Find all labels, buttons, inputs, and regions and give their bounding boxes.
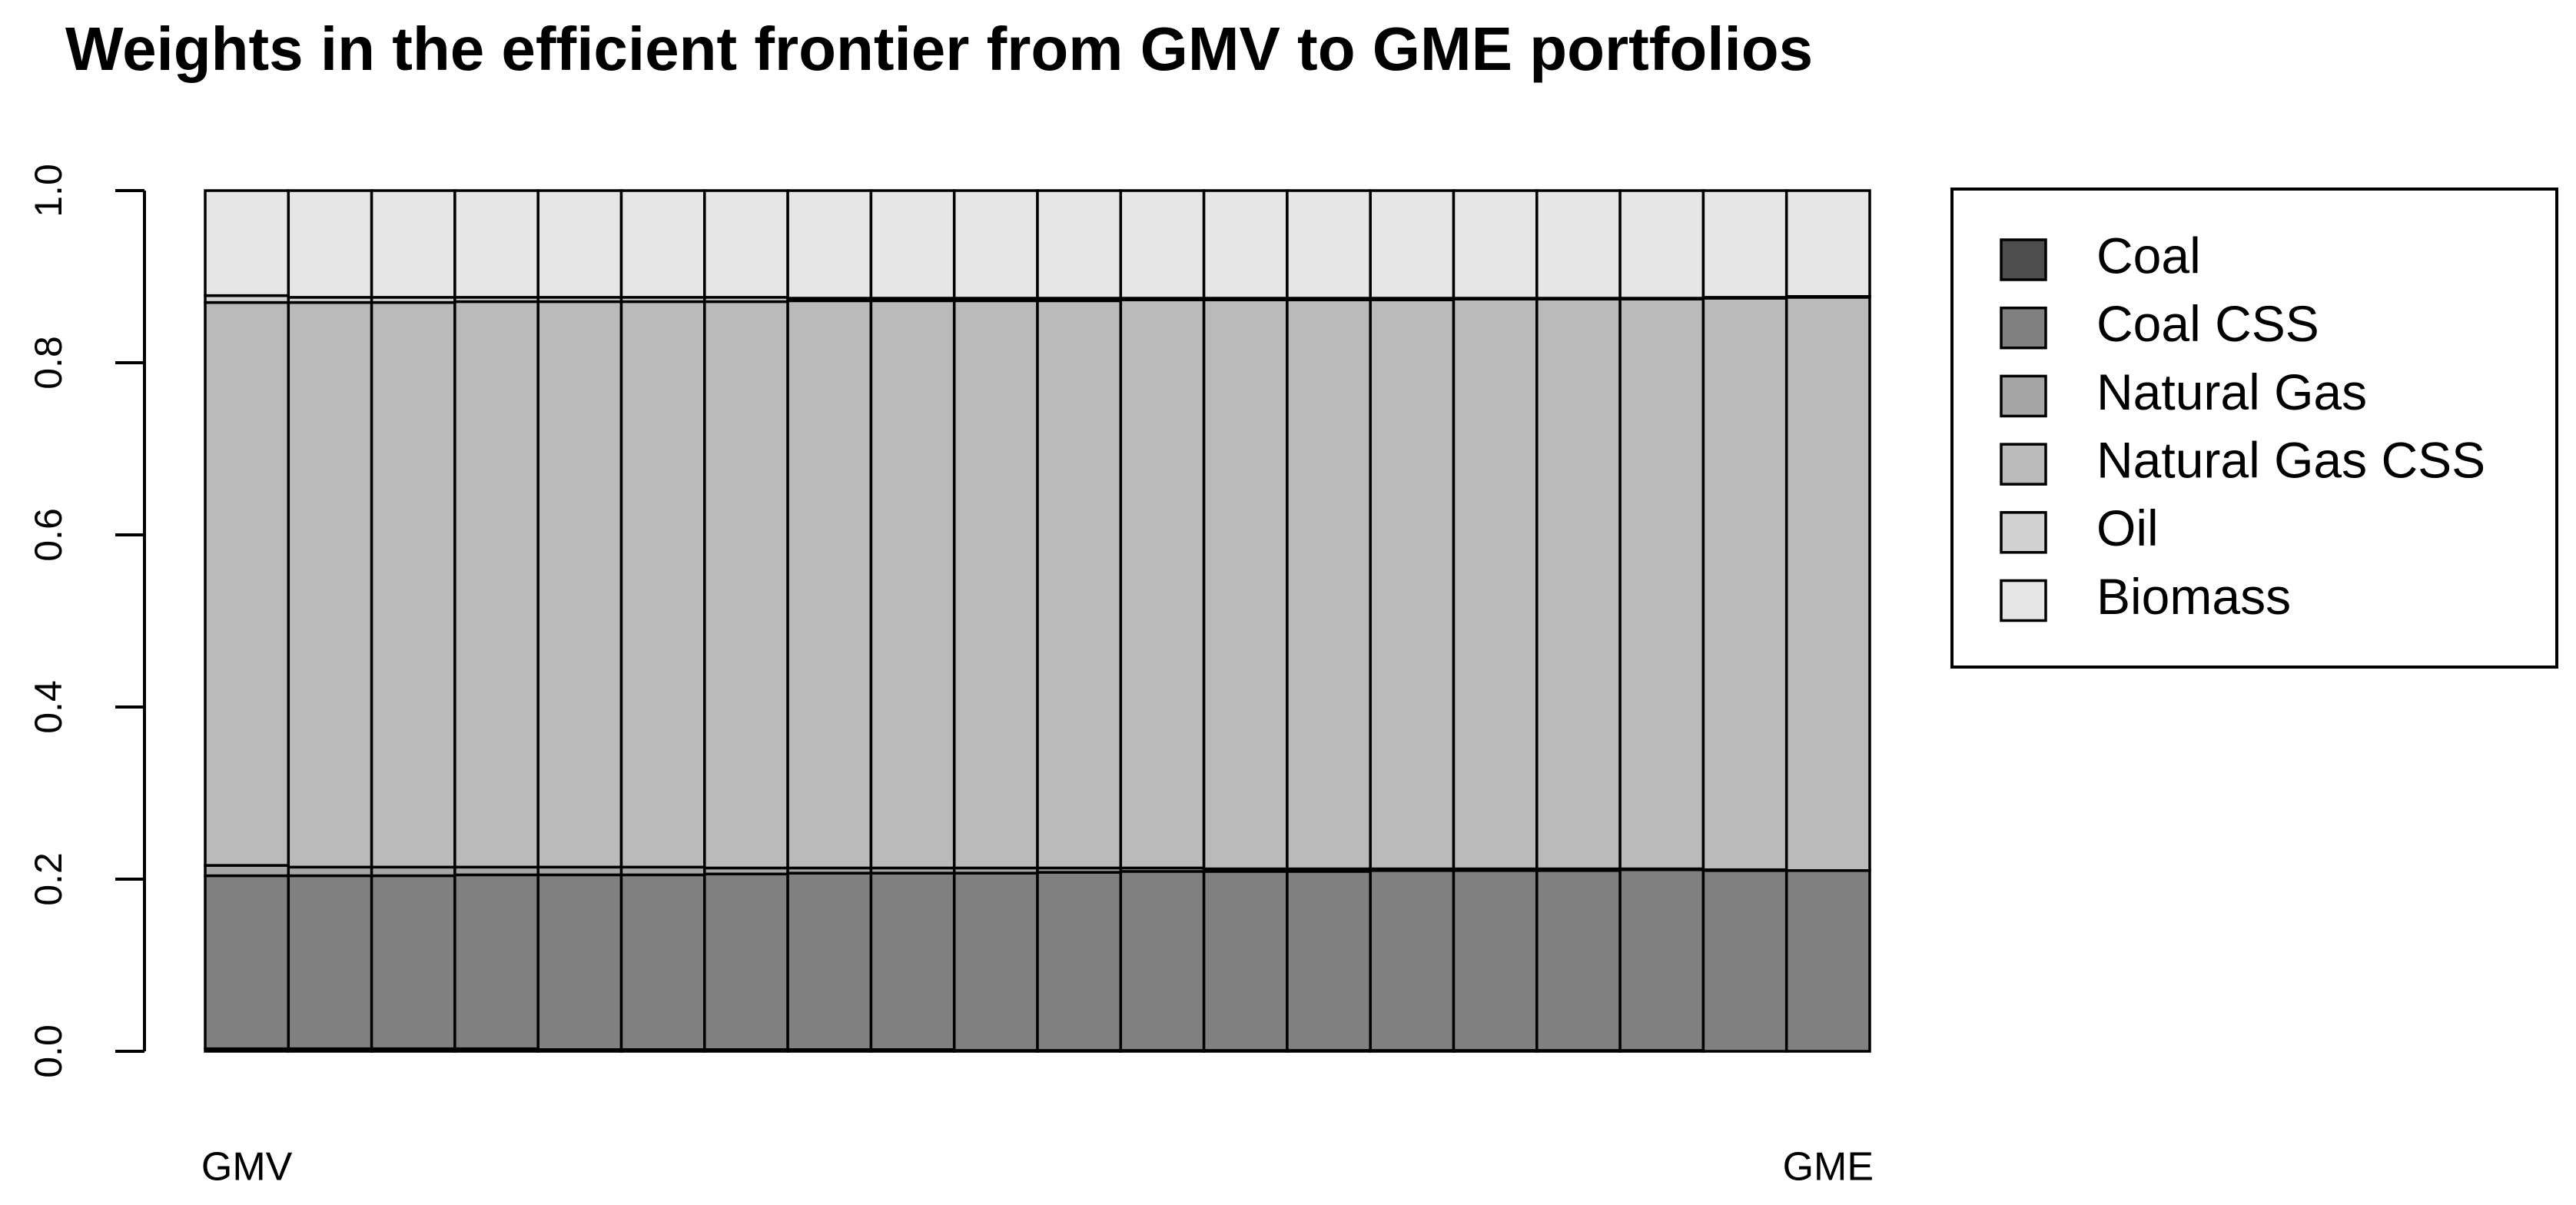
- bar-segment: [1119, 298, 1206, 870]
- bar-segment: [204, 864, 290, 878]
- bar-segment: [786, 189, 873, 300]
- bar-segment: [869, 871, 956, 1051]
- bar-segment: [952, 299, 1039, 870]
- x-tick-label: GME: [1783, 1145, 1874, 1190]
- bar-segment: [1784, 869, 1871, 1053]
- bar-segment: [703, 300, 789, 870]
- legend-swatch: [2000, 238, 2047, 281]
- y-tick-label: 0.0: [27, 1024, 70, 1078]
- legend-label: Natural Gas CSS: [2096, 432, 2485, 489]
- bar-segment: [536, 300, 623, 869]
- bar-segment: [1036, 871, 1123, 1052]
- bar-segment: [1202, 870, 1289, 1052]
- bar-segment: [536, 873, 623, 1051]
- legend-swatch: [2000, 306, 2047, 350]
- y-tick-label: 0.8: [27, 336, 70, 390]
- bar-segment: [287, 300, 373, 869]
- legend-swatch: [2000, 511, 2047, 554]
- legend-box: [1950, 188, 2558, 669]
- bar-segment: [1452, 297, 1539, 871]
- bar-segment: [952, 871, 1039, 1052]
- bar-segment: [287, 874, 373, 1051]
- legend-swatch: [2000, 374, 2047, 418]
- bar-segment: [1535, 189, 1622, 300]
- y-tick-label: 0.4: [27, 680, 70, 734]
- y-tick-label: 0.2: [27, 852, 70, 906]
- bar-segment: [1286, 870, 1372, 1052]
- legend-swatch: [2000, 443, 2047, 486]
- bar-segment: [1618, 189, 1705, 300]
- legend-label: Coal CSS: [2096, 295, 2319, 352]
- bar-segment: [869, 299, 956, 870]
- bar-segment: [1036, 299, 1123, 870]
- legend-label: Biomass: [2096, 568, 2291, 625]
- bar-segment: [1784, 189, 1871, 298]
- bar-segment: [1119, 870, 1206, 1052]
- bar-segment: [370, 874, 456, 1051]
- bar-segment: [453, 189, 539, 299]
- bar-segment: [619, 189, 706, 299]
- y-tick-label: 1.0: [27, 164, 70, 217]
- bar-segment: [204, 874, 290, 1051]
- chart-title: Weights in the efficient frontier from G…: [65, 15, 1813, 83]
- bar-segment: [453, 873, 539, 1051]
- bar-segment: [536, 189, 623, 299]
- bar-segment: [869, 189, 956, 300]
- bar-segment: [703, 872, 789, 1051]
- bar-segment: [1701, 869, 1788, 1053]
- bar-segment: [1535, 869, 1622, 1052]
- bar-segment: [1286, 298, 1372, 871]
- legend-label: Natural Gas: [2096, 363, 2367, 420]
- bar-segment: [1119, 189, 1206, 300]
- bar-segment: [1286, 189, 1372, 300]
- bar-segment: [1369, 298, 1456, 871]
- legend-label: Oil: [2096, 500, 2159, 556]
- bar-segment: [370, 189, 456, 299]
- bar-segment: [1618, 297, 1705, 871]
- bar-segment: [1784, 296, 1871, 872]
- legend-swatch: [2000, 579, 2047, 622]
- y-tick-label: 0.6: [27, 508, 70, 562]
- bar-segment: [1202, 189, 1289, 300]
- bar-segment: [287, 189, 373, 299]
- bar-segment: [1452, 869, 1539, 1052]
- bar-segment: [453, 300, 539, 869]
- bar-segment: [1618, 868, 1705, 1052]
- bar-segment: [1369, 869, 1456, 1052]
- bar-segment: [619, 300, 706, 869]
- bar-segment: [703, 189, 789, 299]
- bar-segment: [1036, 189, 1123, 300]
- bar-segment: [786, 871, 873, 1051]
- bar-segment: [786, 299, 873, 870]
- bar-segment: [619, 873, 706, 1051]
- bar-segment: [1535, 297, 1622, 871]
- bar-segment: [1369, 189, 1456, 300]
- bar-segment: [1452, 189, 1539, 300]
- x-tick-label: GMV: [201, 1145, 293, 1190]
- bar-segment: [370, 300, 456, 869]
- bar-segment: [204, 300, 290, 867]
- bar-segment: [1701, 189, 1788, 299]
- bar-segment: [1202, 298, 1289, 871]
- legend-label: Coal: [2096, 227, 2201, 284]
- bar-segment: [204, 189, 290, 297]
- bar-segment: [1701, 297, 1788, 871]
- bar-segment: [952, 189, 1039, 300]
